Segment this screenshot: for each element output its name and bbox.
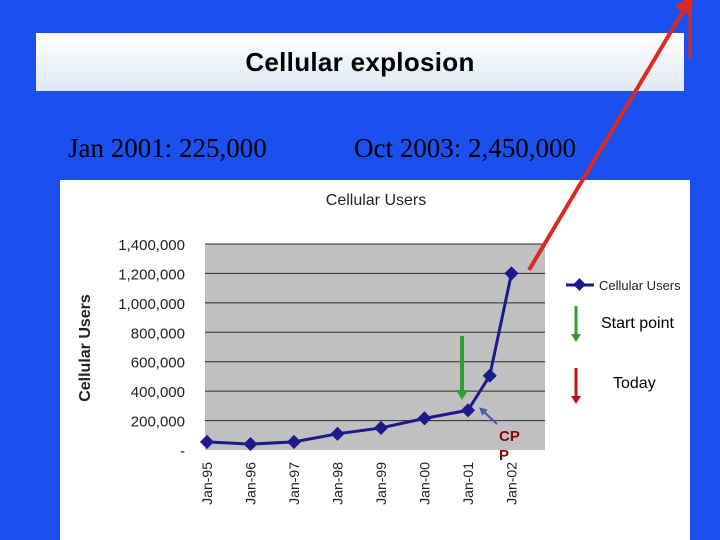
stat-jan-2001: Jan 2001: 225,000 (68, 133, 267, 163)
chart-panel (60, 180, 690, 540)
slide-title: Cellular explosion (245, 46, 475, 77)
title-banner: Cellular explosion (36, 33, 684, 91)
stat-oct-2003: Oct 2003: 2,450,000 (354, 133, 576, 163)
